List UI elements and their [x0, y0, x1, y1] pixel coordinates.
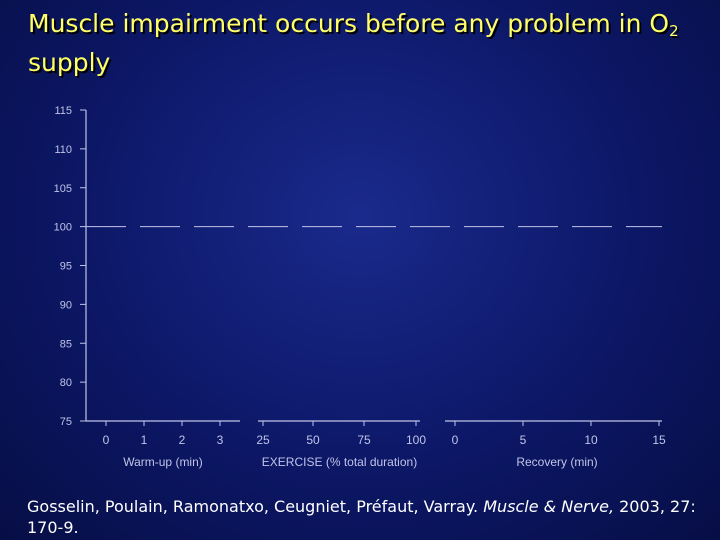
- x-tick-label: 10: [584, 433, 598, 447]
- x-tick-label: 25: [256, 433, 270, 447]
- y-tick-label: 85: [60, 338, 72, 350]
- x-tick-label: 15: [652, 433, 666, 447]
- title-main: Muscle impairment occurs before any prob…: [28, 9, 670, 38]
- x-tick-label: 75: [357, 433, 371, 447]
- x-group-label: Recovery (min): [516, 455, 597, 469]
- x-tick-label: 0: [452, 433, 459, 447]
- slide-title: Muscle impairment occurs before any prob…: [28, 8, 708, 78]
- x-group-label: EXERCISE (% total duration): [262, 455, 417, 469]
- y-tick-label: 95: [60, 261, 72, 273]
- x-tick-label: 0: [103, 433, 110, 447]
- y-tick-label: 75: [60, 416, 72, 428]
- x-tick-label: 100: [406, 433, 426, 447]
- title-end: supply: [28, 48, 111, 77]
- y-tick-label: 100: [54, 222, 72, 234]
- x-tick-label: 2: [179, 433, 186, 447]
- y-tick-label: 110: [54, 144, 72, 156]
- side-watermark: [14, 400, 24, 500]
- citation-rest: 2003, 27: 170-9.: [27, 497, 696, 537]
- citation-journal: Muscle & Nerve,: [483, 497, 615, 516]
- x-group-label: Warm-up (min): [123, 455, 203, 469]
- citation-authors: Gosselin, Poulain, Ramonatxo, Ceugniet, …: [27, 497, 484, 516]
- citation: Gosselin, Poulain, Ramonatxo, Ceugniet, …: [27, 496, 707, 538]
- x-tick-label: 5: [520, 433, 527, 447]
- y-tick-label: 80: [60, 377, 72, 389]
- title-subscript: 2: [669, 22, 679, 40]
- y-tick-label: 90: [60, 299, 72, 311]
- x-tick-label: 3: [217, 433, 224, 447]
- x-tick-label: 1: [141, 433, 148, 447]
- y-tick-label: 115: [54, 105, 72, 117]
- y-tick-label: 105: [54, 183, 72, 195]
- x-tick-label: 50: [306, 433, 320, 447]
